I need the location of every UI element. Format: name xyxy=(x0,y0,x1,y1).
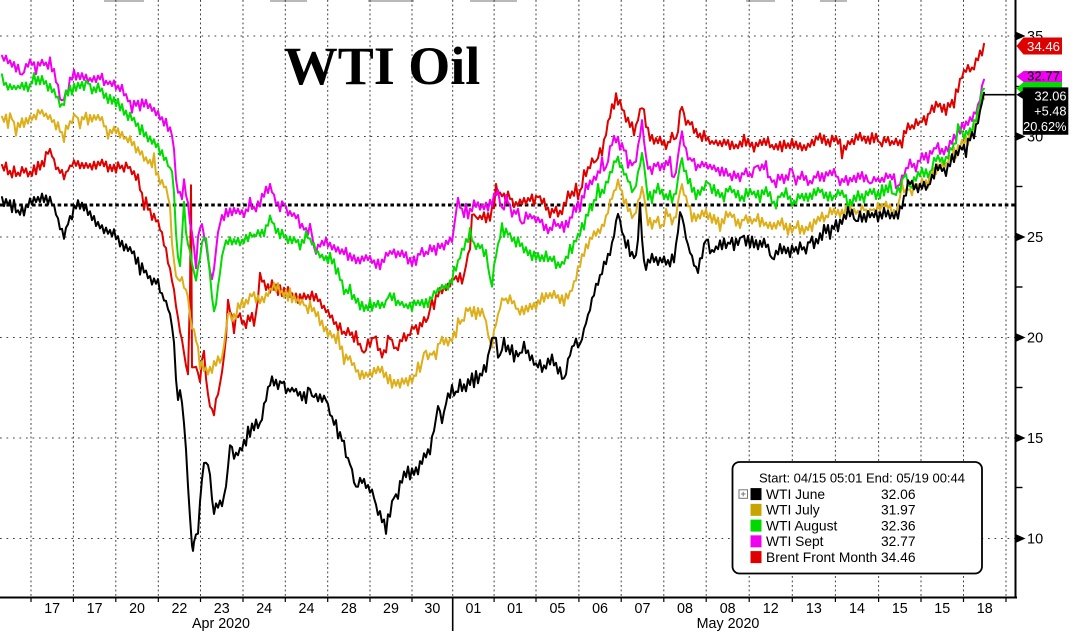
svg-text:15: 15 xyxy=(892,601,908,617)
svg-text:WTI August: WTI August xyxy=(766,518,837,533)
svg-text:10: 10 xyxy=(1027,532,1043,548)
svg-text:Apr 2020: Apr 2020 xyxy=(192,616,250,631)
svg-text:32.06: 32.06 xyxy=(881,487,916,502)
svg-text:31.97: 31.97 xyxy=(881,503,916,518)
svg-text:WTI Sept: WTI Sept xyxy=(766,534,824,549)
svg-text:32.06: 32.06 xyxy=(1034,88,1066,103)
svg-text:15: 15 xyxy=(1027,431,1043,447)
svg-text:Start: 04/15 05:01 End: 05/19: Start: 04/15 05:01 End: 05/19 00:44 xyxy=(759,471,965,486)
svg-text:20.62%: 20.62% xyxy=(1023,119,1066,134)
svg-text:20: 20 xyxy=(129,601,145,617)
svg-text:24: 24 xyxy=(256,601,272,617)
svg-text:17: 17 xyxy=(87,601,103,617)
svg-text:13: 13 xyxy=(806,601,822,617)
svg-text:18: 18 xyxy=(977,601,993,617)
svg-text:12: 12 xyxy=(763,601,779,617)
svg-text:28: 28 xyxy=(341,601,357,617)
svg-text:32.77: 32.77 xyxy=(1027,69,1060,84)
svg-text:08: 08 xyxy=(677,601,693,617)
svg-text:24: 24 xyxy=(299,601,315,617)
svg-text:May 2020: May 2020 xyxy=(697,616,760,631)
svg-text:14: 14 xyxy=(849,601,865,617)
svg-text:01: 01 xyxy=(465,601,481,617)
svg-text:32.36: 32.36 xyxy=(881,518,916,533)
svg-text:01: 01 xyxy=(507,601,523,617)
svg-text:06: 06 xyxy=(592,601,608,617)
svg-text:Brent Front Month: Brent Front Month xyxy=(766,550,877,565)
svg-text:22: 22 xyxy=(171,601,187,617)
svg-text:29: 29 xyxy=(383,601,399,617)
svg-text:WTI June: WTI June xyxy=(766,487,825,502)
svg-text:34.46: 34.46 xyxy=(881,550,916,565)
svg-text:32.77: 32.77 xyxy=(881,534,916,549)
svg-text:25: 25 xyxy=(1027,230,1043,246)
svg-text:34.46: 34.46 xyxy=(1027,39,1060,54)
svg-text:08: 08 xyxy=(720,601,736,617)
svg-text:17: 17 xyxy=(44,601,60,617)
svg-text:WTI July: WTI July xyxy=(766,503,820,518)
svg-text:WTI Oil: WTI Oil xyxy=(284,36,481,96)
svg-text:07: 07 xyxy=(635,601,651,617)
svg-text:05: 05 xyxy=(549,601,565,617)
svg-text:20: 20 xyxy=(1027,331,1043,347)
svg-text:+5.48: +5.48 xyxy=(1034,104,1066,119)
svg-text:15: 15 xyxy=(934,601,950,617)
svg-text:30: 30 xyxy=(424,601,440,617)
svg-text:23: 23 xyxy=(214,601,230,617)
